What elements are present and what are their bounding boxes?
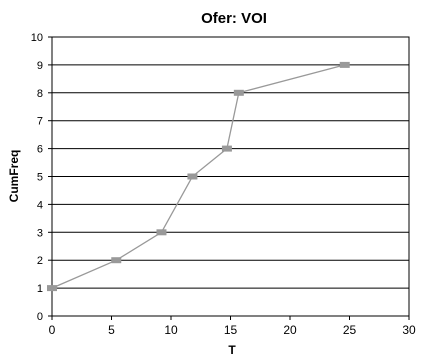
- data-point-marker: [233, 89, 244, 96]
- x-tick-label: 10: [164, 323, 178, 337]
- x-axis-label: T: [228, 343, 236, 357]
- data-point-marker: [111, 257, 122, 264]
- x-tick-label: 25: [343, 323, 357, 337]
- data-point-marker: [156, 229, 167, 236]
- series-layer: [47, 61, 350, 292]
- x-tick-label: 20: [283, 323, 297, 337]
- x-tick-label: 15: [224, 323, 238, 337]
- y-tick-label: 4: [37, 199, 43, 211]
- y-tick-label: 6: [37, 144, 43, 156]
- y-tick-label: 5: [37, 172, 43, 184]
- data-point-marker: [221, 145, 232, 152]
- y-axis-label: CumFreq: [7, 150, 21, 203]
- y-tick-label: 1: [37, 283, 43, 295]
- y-tick-label: 3: [37, 227, 43, 239]
- y-tick-label: 0: [37, 311, 43, 323]
- y-axis-ticks: 0 1 2 3 4 5 6 7 8 9 10: [31, 32, 52, 323]
- gridlines: [52, 64, 409, 289]
- y-tick-label: 8: [37, 88, 43, 100]
- data-point-marker: [187, 173, 198, 180]
- x-tick-label: 0: [49, 323, 56, 337]
- y-tick-label: 2: [37, 255, 43, 267]
- data-point-marker: [47, 285, 57, 292]
- chart-title: Ofer: VOI: [201, 10, 267, 27]
- data-point-marker: [339, 61, 350, 68]
- y-tick-label: 7: [37, 116, 43, 128]
- x-axis-ticks: 0 5 10 15 20 25 30: [49, 316, 416, 337]
- y-tick-label: 9: [37, 60, 43, 72]
- y-tick-label: 10: [31, 32, 43, 44]
- x-tick-label: 30: [402, 323, 416, 337]
- x-tick-label: 5: [108, 323, 115, 337]
